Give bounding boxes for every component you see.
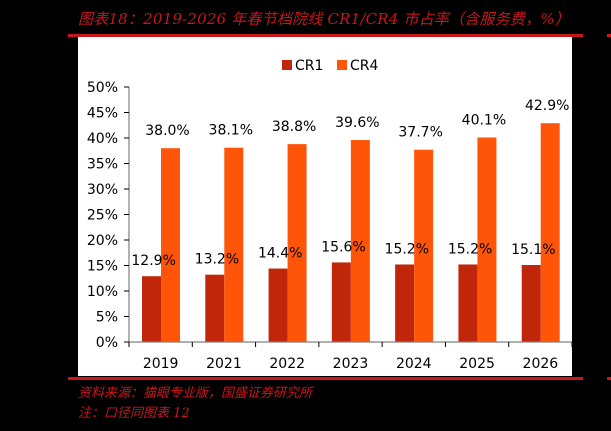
y-tick-label: 35%: [87, 157, 118, 173]
legend-label: CR1: [295, 58, 323, 74]
x-tick-label: 2021: [206, 356, 242, 372]
y-tick-label: 45%: [87, 106, 118, 122]
bar-cr4-2022: [287, 144, 307, 342]
y-tick-label: 50%: [87, 80, 118, 96]
legend-swatch: [282, 60, 292, 70]
footer-rule: [68, 377, 583, 380]
bar-cr1-2024: [395, 264, 415, 342]
legend-item-cr4: CR4: [337, 58, 379, 74]
bar-cr1-2025: [458, 264, 478, 342]
source-note: 资料来源：猫眼专业版，国盛证券研究所: [78, 386, 313, 401]
data-label-cr4: 38.8%: [272, 119, 316, 135]
chart-title: 图表18：2019-2026 年春节档院线 CR1/CR4 市占率（含服务费，%…: [78, 10, 570, 28]
bar-cr4-2025: [477, 137, 497, 342]
bar-cr4-2019: [161, 148, 180, 342]
bar-cr1-2026: [521, 264, 541, 342]
footnote: 注：口径同图表 12: [78, 406, 190, 421]
data-label-cr4: 38.0%: [145, 123, 189, 139]
x-tick-label: 2024: [396, 356, 432, 372]
bar-series: [142, 123, 560, 343]
data-label-cr1: 15.2%: [448, 241, 492, 257]
x-tick-label: 2023: [333, 356, 369, 372]
data-label-cr1: 15.6%: [321, 239, 365, 255]
data-label-cr4: 38.1%: [209, 123, 253, 139]
data-label-cr1: 14.4%: [258, 246, 302, 262]
bar-cr4-2026: [540, 123, 560, 343]
data-label-cr1: 15.2%: [385, 241, 429, 257]
footer-rule-tail: [607, 377, 611, 380]
bar-cr4-2024: [414, 149, 434, 342]
data-label-cr1: 13.2%: [195, 252, 239, 268]
bar-cr4-2023: [350, 140, 370, 342]
y-tick-label: 0%: [96, 335, 118, 351]
legend-item-cr1: CR1: [282, 58, 323, 74]
y-tick-label: 10%: [87, 284, 118, 300]
data-label-cr1: 12.9%: [131, 253, 175, 269]
bar-cr1-2023: [331, 262, 351, 342]
y-tick-label: 20%: [87, 233, 118, 249]
x-tick-label: 2025: [459, 356, 495, 372]
bar-cr1-2019: [142, 276, 161, 342]
x-axis: 2019 2021 2022 2023 2024 2025 2026: [128, 341, 573, 372]
y-tick-label: 15%: [87, 259, 118, 275]
y-tick-label: 5%: [96, 310, 118, 326]
legend-swatch: [337, 60, 347, 70]
legend-label: CR4: [350, 58, 379, 74]
y-tick-label: 25%: [87, 208, 118, 224]
bar-cr1-2022: [268, 268, 288, 342]
chart-legend: CR1 CR4: [282, 58, 379, 74]
x-tick-label: 2022: [269, 356, 305, 372]
data-label-cr4: 39.6%: [335, 115, 379, 131]
y-axis: 0% 5% 10% 15% 20% 25% 30% 35% 40% 45% 50%: [87, 80, 130, 351]
title-underline: [68, 34, 583, 37]
data-label-cr4: 37.7%: [398, 125, 442, 141]
bar-cr1-2021: [205, 274, 225, 342]
bar-cr4-2021: [224, 147, 244, 342]
data-label-cr4: 42.9%: [525, 98, 569, 114]
x-tick-label: 2019: [143, 356, 179, 372]
data-labels: 12.9% 38.0% 13.2% 38.1% 14.4% 38.8% 15.6% 39.6%…: [131, 98, 569, 269]
x-tick-label: 2026: [523, 356, 559, 372]
y-tick-label: 30%: [87, 182, 118, 198]
data-label-cr1: 15.1%: [511, 242, 555, 258]
y-tick-label: 40%: [87, 131, 118, 147]
data-label-cr4: 40.1%: [462, 112, 506, 128]
title-underline-tail: [607, 34, 611, 37]
